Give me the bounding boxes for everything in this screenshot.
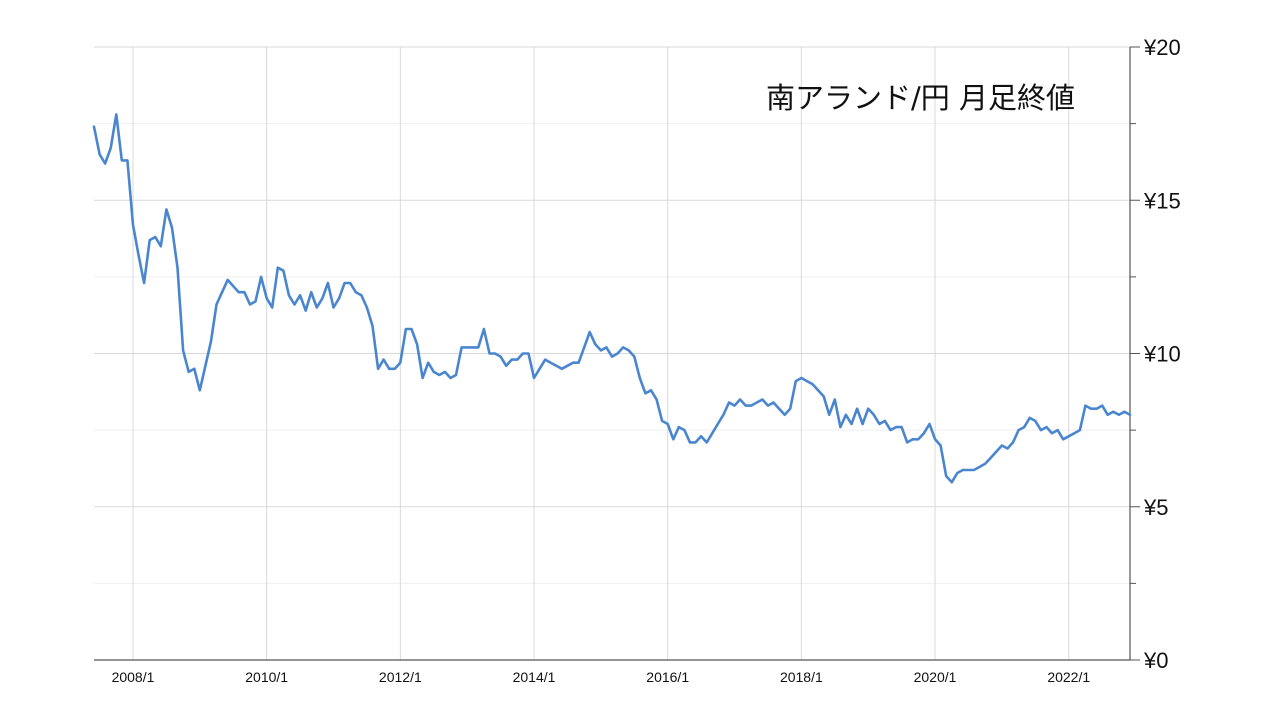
y-tick-label: ¥0 (1143, 648, 1168, 673)
y-tick-label: ¥10 (1143, 342, 1181, 367)
y-axis: ¥0 ¥5 ¥10 ¥15 ¥20 (1130, 35, 1181, 673)
x-tick-label: 2014/1 (513, 669, 556, 685)
series-layer (92, 113, 1132, 484)
x-tick-label: 2020/1 (914, 669, 957, 685)
x-tick-label: 2018/1 (780, 669, 823, 685)
gridlines (94, 46, 1130, 660)
x-tick-label: 2022/1 (1047, 669, 1090, 685)
x-axis: 2008/1 2010/1 2012/1 2014/1 2016/1 2018/1 2020… (112, 669, 1091, 685)
y-tick-label: ¥5 (1143, 495, 1168, 520)
y-tick-label: ¥15 (1143, 188, 1181, 213)
y-tick-label: ¥20 (1143, 35, 1181, 60)
x-tick-label: 2008/1 (112, 669, 155, 685)
chart-title: 南アランド/円 月足終値 (766, 81, 1075, 115)
x-tick-label: 2016/1 (646, 669, 689, 685)
x-tick-label: 2012/1 (379, 669, 422, 685)
x-tick-label: 2010/1 (245, 669, 288, 685)
series-line (92, 113, 1132, 484)
